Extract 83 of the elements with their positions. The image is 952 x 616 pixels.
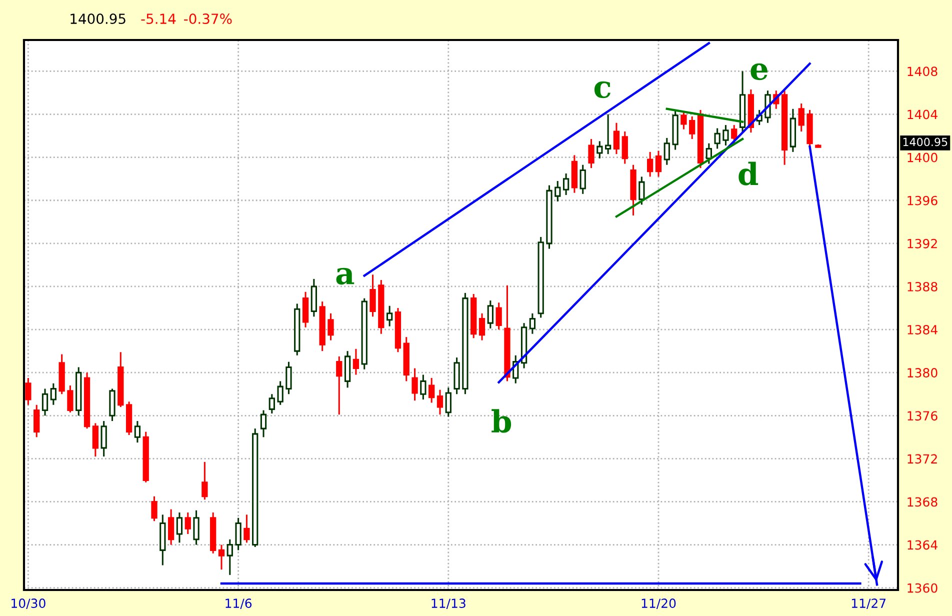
- text: -5.14: [141, 14, 176, 24]
- text: 1400.95: [903, 138, 948, 146]
- candlestick: [588, 138, 594, 169]
- candlestick: [798, 102, 804, 132]
- y-tick-label: 1376: [908, 411, 938, 421]
- candlestick: [596, 140, 603, 160]
- candlestick: [100, 420, 107, 458]
- x-tick-label: 10/30: [12, 598, 46, 609]
- candlestick: [151, 496, 158, 522]
- text: 1400.95: [70, 14, 126, 24]
- annotation: d: [738, 162, 758, 186]
- candlestick: [680, 110, 687, 130]
- candlestick: [336, 356, 342, 416]
- y-tick-label: 1388: [908, 282, 938, 292]
- candlestick: [42, 388, 48, 416]
- candlestick: [244, 514, 250, 544]
- candlestick: [655, 150, 662, 178]
- candlestick: [731, 124, 738, 144]
- candlestick: [34, 404, 40, 438]
- y-tick-label: 1384: [908, 325, 938, 334]
- candlestick: [580, 164, 586, 195]
- candlestick: [328, 312, 334, 342]
- candlestick: [50, 382, 56, 406]
- candlestick: [352, 348, 360, 376]
- candlestick: [562, 172, 570, 196]
- candlestick: [277, 380, 284, 406]
- candlestick: [193, 510, 200, 546]
- annotation: a: [336, 268, 354, 285]
- candlestick: [487, 300, 494, 330]
- y-tick-label: 1408: [908, 66, 938, 76]
- candlestick: [613, 122, 620, 155]
- candlestick: [226, 538, 233, 576]
- candlestick: [302, 291, 309, 328]
- y-tick-label: 1392: [908, 238, 937, 248]
- candlestick: [529, 312, 536, 335]
- candlestick: [722, 124, 729, 146]
- candlestick: [202, 461, 208, 500]
- candlestick: [184, 512, 191, 535]
- y-tick-label: 1372: [908, 454, 937, 464]
- candlestick: [664, 137, 670, 166]
- x-tick-label: 11/6: [226, 598, 252, 609]
- annotation: e: [750, 63, 768, 80]
- candlestick: [176, 512, 183, 544]
- candlestick: [218, 544, 225, 570]
- annotation: c: [594, 81, 610, 98]
- candlestick: [689, 116, 696, 140]
- x-tick-label: 11/27: [852, 598, 886, 609]
- candlestick: [67, 384, 74, 414]
- candlestick: [428, 377, 435, 404]
- candlestick: [134, 420, 141, 444]
- candlestick: [260, 409, 267, 438]
- text: -0.37%: [184, 14, 232, 24]
- candlestick: [706, 142, 712, 165]
- x-tick-label: 11/20: [642, 598, 676, 609]
- candlestick: [622, 130, 628, 165]
- y-tick-label: 1404: [908, 110, 938, 120]
- candlestick: [445, 386, 452, 418]
- candlestick: [268, 393, 275, 414]
- candlestick: [386, 305, 393, 328]
- candlestick: [92, 422, 99, 458]
- y-tick-label: 1360: [908, 583, 938, 593]
- candlestick: [647, 151, 654, 178]
- candlestick: [412, 368, 418, 402]
- candlestick: [168, 508, 174, 546]
- candlestick: [554, 180, 561, 202]
- candlestick: [25, 377, 32, 406]
- candlestick: [420, 374, 426, 400]
- x-tick-label: 11/13: [432, 598, 466, 609]
- candlestick: [370, 274, 376, 318]
- candlestick: [436, 389, 444, 416]
- candlestick: [478, 312, 486, 342]
- candlestick: [496, 302, 502, 330]
- candlestick: [714, 127, 720, 150]
- y-tick-label: 1380: [908, 368, 938, 378]
- annotation: b: [492, 409, 512, 433]
- candlestick: [286, 361, 292, 395]
- y-tick-label: 1396: [908, 196, 938, 206]
- candlestick: [604, 114, 612, 155]
- y-tick-label: 1400: [908, 152, 938, 162]
- y-tick-label: 1368: [908, 497, 938, 507]
- candlestick: [638, 176, 645, 206]
- candlestick: [235, 517, 242, 551]
- y-tick-label: 1364: [908, 540, 938, 550]
